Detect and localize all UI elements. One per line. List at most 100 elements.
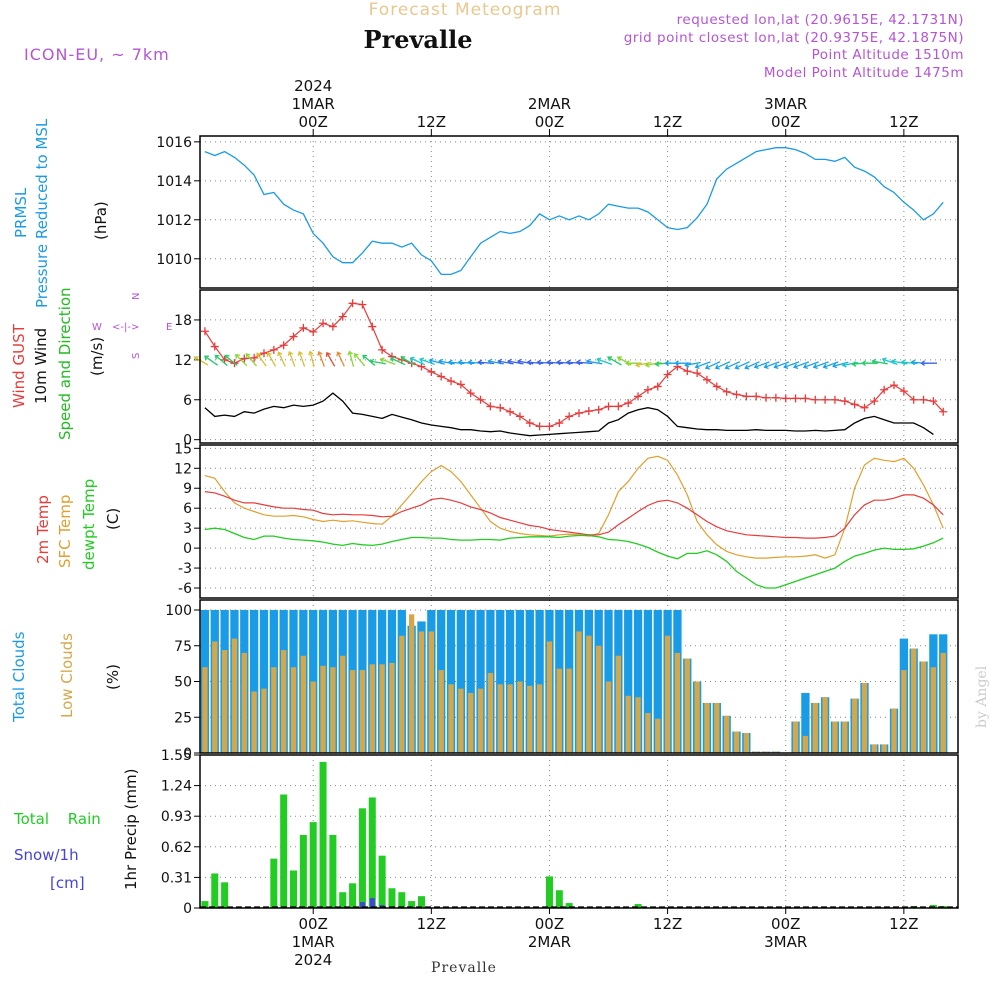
- direction-arrow: [724, 361, 741, 370]
- panel-4: 0 25 50 75 100: [165, 599, 959, 762]
- low-cloud-bar: [605, 681, 612, 753]
- gust-marker: [525, 419, 534, 428]
- total-cloud-bar: [505, 610, 515, 753]
- temp-unit: (C): [104, 508, 122, 530]
- direction-arrow: [763, 361, 780, 370]
- low-cloud-bar: [359, 670, 366, 753]
- y-tick-label: 50: [174, 675, 192, 691]
- direction-arrow: [457, 359, 475, 366]
- panel-3: -6 -3 0 3 6 9 12 15: [174, 441, 959, 599]
- bottom-time-label: 12Z: [653, 915, 682, 933]
- gust-marker: [762, 393, 771, 402]
- direction-arrow: [546, 359, 563, 366]
- precip-unit: 1hr Precip (mm): [122, 769, 140, 890]
- snow-bar: [369, 898, 375, 908]
- low-cloud-bar: [674, 652, 681, 753]
- y-tick-label: 100: [165, 603, 192, 619]
- y-tick-label: 12: [174, 353, 192, 369]
- gust-marker: [890, 381, 899, 390]
- low-cloud-bar: [664, 635, 671, 753]
- watermark: by Angel: [974, 665, 990, 728]
- total-cloud-bar: [624, 610, 633, 753]
- rain-bar: [368, 797, 376, 908]
- panel-border: [199, 289, 959, 444]
- y-tick-label: 0: [183, 746, 192, 762]
- rain-bar: [339, 892, 347, 908]
- gust-marker: [801, 394, 810, 403]
- y-tick-label: 0.93: [161, 809, 192, 825]
- panel-1: 1010 1012 1014 1016: [156, 135, 959, 289]
- direction-arrow: [317, 350, 325, 367]
- rain-bar: [388, 888, 396, 908]
- direction-arrow: [266, 351, 277, 367]
- direction-arrow: [287, 350, 296, 367]
- bottom-time-label: 2MAR: [528, 933, 571, 951]
- low-cloud-bar: [655, 718, 661, 753]
- rain-bar: [290, 870, 298, 908]
- gust-marker: [860, 403, 869, 412]
- gust-marker: [515, 412, 524, 421]
- direction-arrow: [224, 354, 238, 366]
- direction-arrow: [438, 358, 455, 365]
- y-tick-label: 0.31: [161, 870, 192, 886]
- chart-title: Forecast Meteogram: [369, 0, 562, 20]
- low-cloud-bar: [694, 681, 700, 753]
- low-cloud-bar: [507, 684, 513, 753]
- rain-bar: [358, 808, 366, 908]
- low-cloud-bar: [202, 667, 208, 753]
- bottom-time-label: 00Z: [771, 915, 800, 933]
- low-cloud-bar: [349, 670, 356, 753]
- direction-arrow: [203, 355, 219, 366]
- low-cloud-bar: [320, 665, 326, 753]
- direction-arrow: [477, 359, 495, 366]
- direction-arrow: [793, 361, 810, 370]
- rain-bar: [565, 903, 573, 908]
- top-time-label: 00Z: [535, 113, 564, 131]
- y-tick-label: 1016: [156, 135, 192, 151]
- low-cloud-bar: [438, 670, 444, 753]
- y-tick-label: 1.55: [161, 748, 192, 764]
- low-cloud-bar: [221, 650, 228, 753]
- direction-arrow: [565, 359, 583, 366]
- rain-bar: [555, 890, 563, 908]
- bottom-time-label: 2024: [294, 951, 332, 969]
- y-tick-label: 0.62: [161, 840, 192, 856]
- gust-marker: [821, 395, 830, 404]
- low-cloud-bar: [536, 684, 543, 753]
- direction-arrow: [409, 356, 426, 366]
- location-title: Prevalle: [364, 25, 473, 54]
- low-cloud-bar: [477, 688, 484, 753]
- precip-panel-labels: Total Rain Snow/1h [cm] 1hr Precip (mm): [13, 769, 140, 892]
- direction-arrow: [822, 361, 839, 370]
- bottom-time-label: 12Z: [889, 915, 918, 933]
- direction-arrow: [325, 351, 336, 367]
- y-tick-label: 1012: [156, 213, 192, 229]
- gust-marker: [358, 300, 367, 309]
- direction-arrow: [841, 361, 859, 368]
- panels: 1010101210141016061218-6-303691215025507…: [156, 135, 959, 917]
- gust-marker: [771, 393, 780, 402]
- direction-arrow: [773, 361, 790, 370]
- direction-arrow: [607, 356, 622, 366]
- low-cloud-bar: [851, 698, 858, 753]
- gust-marker: [781, 394, 790, 403]
- total-cloud-bar: [456, 610, 466, 753]
- y-tick-label: 6: [183, 501, 192, 517]
- low-cloud-bar: [832, 721, 838, 753]
- gust-marker: [604, 402, 613, 411]
- direction-arrow: [516, 358, 534, 365]
- rain-bar: [280, 794, 288, 908]
- gust-marker: [742, 392, 751, 401]
- low-cloud-bar: [684, 658, 690, 753]
- y-tick-label: 12: [174, 461, 192, 477]
- bottom-time-label: 3MAR: [764, 933, 807, 951]
- top-time-label: 2MAR: [528, 95, 571, 113]
- gust-marker: [840, 397, 849, 406]
- low-cloud-bar: [724, 715, 730, 753]
- direction-arrow: [526, 359, 544, 366]
- gust-marker: [880, 385, 889, 394]
- cloud-unit: (%): [104, 664, 122, 690]
- low-clouds-label: Low Clouds: [58, 633, 76, 718]
- gust-marker: [594, 405, 603, 414]
- gust-marker: [378, 345, 387, 354]
